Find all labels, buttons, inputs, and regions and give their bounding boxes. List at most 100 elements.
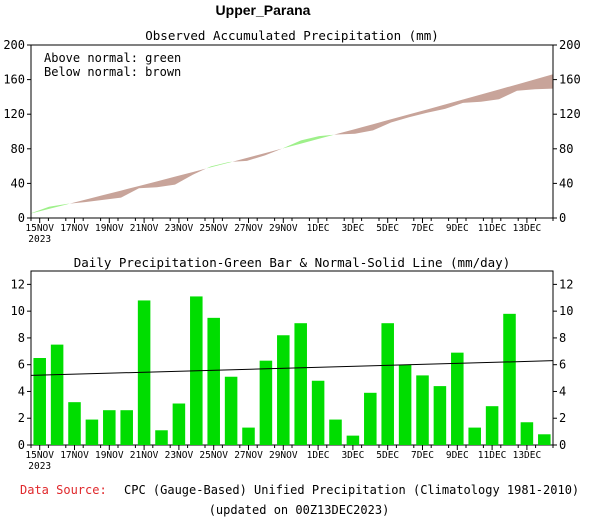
accum-y-tick-label-left: 160: [3, 73, 25, 87]
daily-y-tick-label-left: 8: [18, 331, 25, 345]
daily-x-tick-label: 27NOV: [234, 450, 263, 461]
accum-x-tick-label: 9DEC: [446, 223, 469, 234]
below-normal-area: [247, 153, 265, 161]
footer-source-label: Data Source:: [20, 483, 107, 497]
daily-x-tick-label: 7DEC: [411, 450, 434, 461]
above-normal-area: [283, 140, 301, 149]
daily-precip-bar: [207, 317, 220, 445]
daily-precip-bar: [137, 300, 151, 445]
below-normal-area: [355, 124, 373, 134]
daily-chart-title: Daily Precipitation-Green Bar & Normal-S…: [74, 255, 511, 270]
daily-precip-bar: [50, 344, 64, 445]
daily-x-tick-label: 5DEC: [376, 450, 399, 461]
daily-normal-line: [30, 360, 554, 376]
below-normal-area: [157, 176, 175, 188]
daily-precip-bar: [259, 360, 273, 445]
accum-y-tick-label-right: 200: [559, 38, 581, 52]
accum-x-tick-label: 11DEC: [478, 223, 507, 234]
below-normal-area: [69, 199, 85, 204]
above-normal-area: [229, 161, 233, 163]
daily-y-tick-label-left: 2: [18, 411, 25, 425]
above-normal-area: [301, 136, 319, 144]
legend-above-normal: Above normal: green: [44, 51, 181, 65]
daily-x-tick-label: 29NOV: [269, 450, 298, 461]
daily-precip-bar: [416, 375, 429, 445]
daily-x-tick-label: 23NOV: [165, 450, 194, 461]
daily-precip-bar: [329, 419, 342, 445]
daily-y-tick-label-right: 6: [559, 358, 566, 372]
daily-precip-bar: [103, 410, 116, 445]
daily-x-year-label: 2023: [28, 461, 51, 472]
below-normal-area: [409, 109, 427, 118]
accum-y-tick-label-left: 40: [11, 176, 25, 190]
accum-y-tick-label-left: 200: [3, 38, 25, 52]
accum-x-tick-label: 3DEC: [341, 223, 364, 234]
accum-x-tick-label: 1DEC: [307, 223, 330, 234]
daily-x-tick-label: 17NOV: [60, 450, 89, 461]
daily-y-tick-label-right: 12: [559, 277, 573, 291]
daily-x-tick-label: 11DEC: [478, 450, 507, 461]
daily-precip-bar: [381, 323, 394, 445]
daily-y-tick-label-right: 8: [559, 331, 566, 345]
daily-precip-bar: [33, 358, 46, 445]
accum-x-tick-label: 5DEC: [376, 223, 399, 234]
below-normal-area: [391, 114, 409, 123]
accum-y-tick-label-right: 160: [559, 73, 581, 87]
accum-x-tick-label: 19NOV: [95, 223, 124, 234]
daily-x-tick-label: 25NOV: [199, 450, 228, 461]
daily-precip-bar: [433, 386, 447, 445]
above-normal-area: [67, 203, 70, 205]
footer-updated: (updated on 00Z13DEC2023): [209, 503, 390, 517]
below-normal-area: [175, 171, 193, 185]
daily-precip-bar: [242, 427, 255, 445]
accum-x-tick-label: 25NOV: [199, 223, 228, 234]
below-normal-area: [517, 79, 535, 91]
below-normal-area: [373, 119, 391, 131]
daily-y-tick-label-left: 4: [18, 384, 25, 398]
daily-precip-bar: [503, 313, 516, 445]
daily-x-tick-label: 9DEC: [446, 450, 469, 461]
below-normal-area: [337, 129, 355, 135]
daily-precip-bar: [346, 435, 360, 445]
below-normal-area: [499, 84, 517, 100]
below-normal-area: [334, 133, 337, 135]
below-normal-area: [445, 99, 463, 109]
accum-y-tick-label-right: 0: [559, 211, 566, 225]
daily-precip-bar: [538, 434, 551, 445]
below-normal-area: [85, 195, 103, 203]
daily-precip-bar: [85, 419, 99, 445]
daily-x-tick-label: 3DEC: [341, 450, 364, 461]
daily-y-tick-label-left: 0: [18, 438, 25, 452]
daily-x-tick-label: 15NOV: [25, 450, 54, 461]
daily-y-tick-label-left: 12: [11, 277, 25, 291]
legend-below-normal: Below normal: brown: [44, 65, 181, 79]
below-normal-area: [103, 190, 121, 200]
daily-precip-bar: [311, 380, 325, 445]
accum-x-tick-label: 21NOV: [130, 223, 159, 234]
page-title: Upper_Parana: [216, 2, 311, 18]
daily-x-tick-label: 1DEC: [307, 450, 330, 461]
daily-y-tick-label-left: 6: [18, 358, 25, 372]
accum-y-tick-label-right: 40: [559, 176, 573, 190]
footer-source-text: CPC (Gauge-Based) Unified Precipitation …: [124, 483, 579, 497]
above-normal-area: [206, 166, 211, 169]
accum-chart-title: Observed Accumulated Precipitation (mm): [145, 28, 439, 43]
accum-x-tick-label: 17NOV: [60, 223, 89, 234]
daily-x-tick-label: 13DEC: [513, 450, 542, 461]
above-normal-area: [31, 206, 49, 214]
daily-precip-bar: [120, 410, 133, 445]
above-normal-area: [211, 161, 229, 168]
accum-x-tick-label: 7DEC: [411, 223, 434, 234]
daily-y-tick-label-right: 0: [559, 438, 566, 452]
accum-y-tick-label-left: 120: [3, 107, 25, 121]
accum-x-tick-label: 13DEC: [513, 223, 542, 234]
above-normal-area: [49, 203, 67, 209]
daily-precip-bar: [468, 427, 481, 445]
above-normal-area: [319, 134, 334, 139]
daily-y-tick-label-left: 10: [11, 304, 25, 318]
daily-y-tick-label-right: 2: [559, 411, 566, 425]
below-normal-area: [463, 94, 481, 103]
accum-y-tick-label-left: 80: [11, 142, 25, 156]
below-normal-area: [427, 104, 445, 113]
